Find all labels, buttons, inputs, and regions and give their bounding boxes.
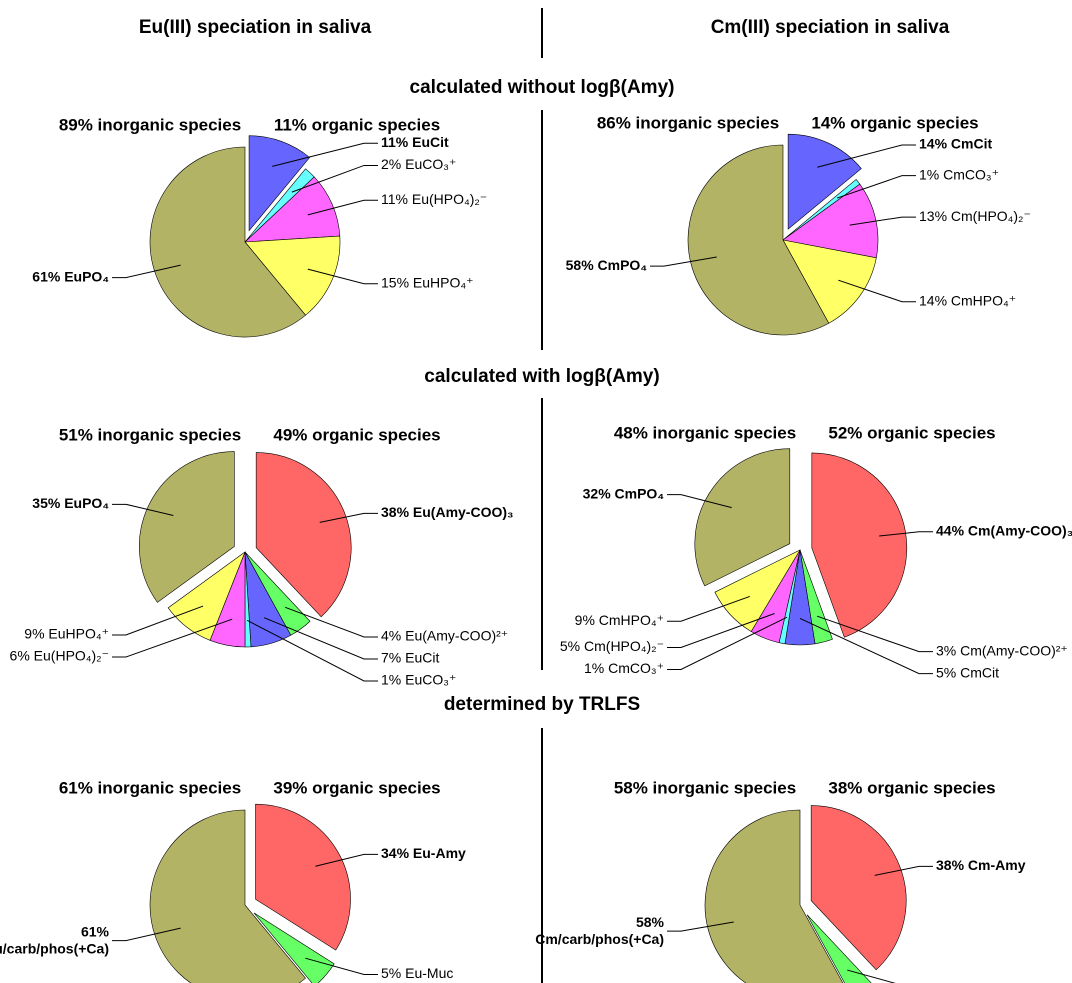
leader-line — [305, 957, 378, 975]
data-label: 15% EuHPO₄⁺ — [381, 274, 473, 290]
data-label: 5% Cm(HPO₄)₂⁻ — [560, 638, 664, 654]
leader-line — [667, 595, 750, 622]
leader-line — [315, 853, 378, 867]
leader-line — [817, 615, 933, 653]
row-title: determined by TRLFS — [444, 694, 640, 715]
leader-line — [799, 617, 933, 675]
data-label: 44% Cm(Amy-COO)₃ — [936, 522, 1072, 538]
pie-slice — [255, 803, 351, 951]
leader-line — [272, 142, 378, 167]
column-title: Cm(III) speciation in saliva — [711, 17, 950, 38]
group-label: 49% organic species — [273, 425, 440, 444]
row-title: calculated without logβ(Amy) — [410, 77, 675, 98]
data-label: 6% Eu(HPO₄)₂⁻ — [10, 648, 109, 664]
pie-slice — [687, 144, 830, 336]
pie-slice — [782, 183, 879, 259]
leader-line — [667, 616, 788, 670]
pie-slice — [694, 448, 791, 587]
data-label: 61% EuPO₄ — [32, 268, 109, 284]
data-label: 1% CmCO₃⁺ — [584, 660, 664, 676]
pie-slice — [253, 912, 335, 983]
pie-slice — [149, 809, 306, 983]
leader-line — [112, 605, 204, 636]
row-title: calculated with logβ(Amy) — [424, 366, 659, 387]
leader-line — [836, 175, 916, 199]
data-label: 58% Cm/carb/phos(+Ca) — [535, 914, 664, 947]
leader-line — [667, 921, 734, 932]
group-label: 14% organic species — [811, 113, 978, 132]
leader-line — [874, 865, 933, 876]
pie-slice — [810, 805, 907, 971]
data-label: 11% Eu(HPO₄)₂⁻ — [381, 191, 487, 207]
data-label: 13% Cm(HPO₄)₂⁻ — [919, 208, 1031, 224]
data-label: 5% Eu-Muc — [381, 965, 453, 981]
leader-line — [246, 619, 378, 682]
leader-line — [291, 164, 378, 193]
pie-slice — [806, 914, 872, 983]
leader-line — [650, 256, 717, 267]
leader-line — [849, 216, 916, 226]
group-label: 51% inorganic species — [59, 425, 241, 444]
data-label: 34% Eu-Amy — [381, 845, 466, 861]
group-label: 61% inorganic species — [59, 778, 241, 797]
pie-slice — [714, 549, 801, 632]
data-label: 11% EuCit — [381, 134, 449, 150]
data-label: 1% EuCO₃⁺ — [381, 672, 456, 688]
pie-slice — [704, 809, 844, 983]
data-label: 1% CmCO₃⁺ — [919, 166, 999, 182]
pie-slice — [782, 239, 877, 324]
data-label: 35% EuPO₄ — [32, 495, 109, 511]
group-label: 39% organic species — [273, 778, 440, 797]
leader-line — [847, 969, 896, 983]
pie-slice — [244, 176, 341, 243]
pie-slice — [811, 452, 908, 638]
leader-line — [112, 503, 174, 516]
data-label: 4% Eu(Amy-COO)²⁺ — [381, 628, 508, 644]
pie-slice — [149, 146, 306, 338]
leader-line — [667, 494, 732, 509]
leader-line — [285, 606, 378, 638]
leader-line — [112, 927, 181, 942]
data-label: 32% CmPO₄ — [583, 485, 664, 501]
group-label: 89% inorganic species — [59, 115, 241, 134]
data-label: 5% CmCit — [936, 664, 999, 680]
group-label: 11% organic species — [274, 115, 440, 134]
leader-line — [112, 618, 233, 658]
leader-line — [112, 264, 181, 279]
data-label: 9% CmHPO₄⁺ — [575, 612, 664, 628]
data-label: 4% n.d. — [936, 981, 983, 983]
pie-slice — [167, 551, 246, 641]
column-title: Eu(III) speciation in saliva — [139, 17, 372, 38]
data-label: 7% EuCit — [381, 650, 439, 666]
pie-slice — [787, 133, 862, 230]
leader-line — [263, 617, 378, 660]
data-label: 58% CmPO₄ — [566, 257, 647, 273]
group-label: 86% inorganic species — [597, 113, 779, 132]
group-label: 52% organic species — [828, 423, 995, 442]
pie-slice — [244, 235, 341, 316]
leader-line — [319, 512, 378, 523]
data-label: 38% Cm-Amy — [936, 857, 1026, 873]
data-label: 3% Cm(Amy-COO)²⁺ — [936, 642, 1068, 658]
leader-line — [307, 199, 378, 216]
data-label: 2% EuCO₃⁺ — [381, 156, 456, 172]
data-label: 61%Eu/carb/phos(+Ca) — [0, 923, 110, 956]
group-label: 48% inorganic species — [614, 423, 796, 442]
data-label: 38% Eu(Amy-COO)₃ — [381, 504, 514, 520]
leader-line — [879, 531, 933, 537]
data-label: 14% CmCit — [919, 136, 992, 152]
leader-line — [817, 144, 916, 168]
data-label: 14% CmHPO₄⁺ — [919, 292, 1016, 308]
pie-slice — [139, 451, 235, 603]
leader-line — [838, 279, 916, 303]
group-label: 38% organic species — [828, 778, 995, 797]
leader-line — [307, 268, 378, 285]
pie-slice — [255, 452, 352, 618]
data-label: 9% EuHPO₄⁺ — [24, 626, 109, 642]
group-label: 58% inorganic species — [614, 778, 796, 797]
leader-line — [667, 613, 775, 648]
